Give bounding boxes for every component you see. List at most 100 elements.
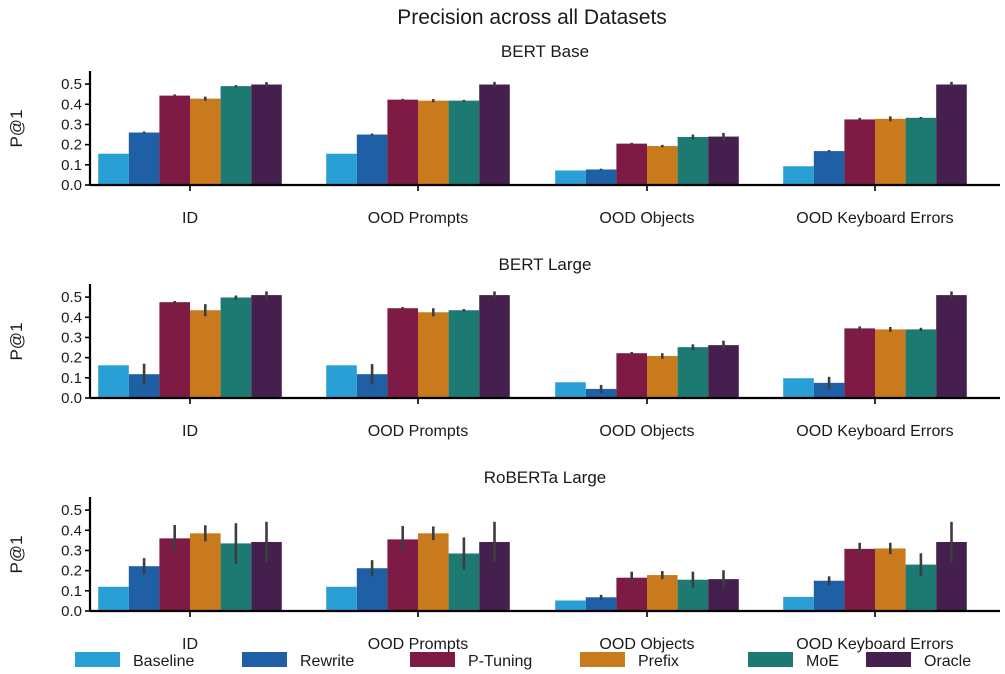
bar-oracle [708, 136, 739, 185]
bar-moe [448, 310, 480, 398]
bar-p-tuning [387, 99, 418, 185]
category-label: OOD Objects [599, 210, 694, 227]
bar-prefix [875, 548, 906, 611]
bar-prefix [875, 329, 906, 398]
panel-title: RoBERTa Large [484, 468, 607, 487]
y-tick-label: 0.0 [61, 390, 82, 407]
legend-label-p-tuning: P-Tuning [468, 653, 532, 670]
y-tick-label: 0.0 [61, 603, 82, 620]
bar-rewrite [585, 388, 617, 398]
bar-rewrite [128, 374, 160, 398]
bar-oracle [251, 295, 282, 398]
y-tick-label: 0.2 [61, 137, 82, 154]
legend-swatch-moe [748, 652, 793, 667]
bar-moe [677, 136, 709, 185]
bar-p-tuning [844, 119, 875, 185]
legend-label-prefix: Prefix [638, 653, 679, 670]
panel-title: BERT Large [499, 255, 592, 274]
bar-p-tuning [616, 143, 647, 185]
y-tick-label: 0.1 [61, 370, 82, 387]
bar-moe [905, 329, 937, 398]
bar-moe [677, 347, 709, 398]
y-tick-label: 0.3 [61, 116, 82, 133]
bar-baseline [98, 365, 129, 398]
y-tick-label: 0.3 [61, 329, 82, 346]
bar-p-tuning [616, 353, 647, 398]
bar-oracle [936, 295, 967, 398]
bar-moe [220, 86, 252, 185]
bar-rewrite [585, 597, 617, 611]
bar-p-tuning [159, 95, 190, 185]
bar-oracle [251, 84, 282, 185]
category-label: OOD Keyboard Errors [796, 423, 953, 440]
bar-prefix [418, 533, 449, 611]
bar-rewrite [356, 134, 388, 185]
legend-label-baseline: Baseline [133, 653, 194, 670]
bar-baseline [783, 596, 814, 611]
category-label: ID [182, 210, 198, 227]
legend-swatch-baseline [75, 652, 120, 667]
bar-oracle [479, 295, 510, 398]
y-axis-label: P@1 [7, 322, 26, 360]
bar-oracle [708, 345, 739, 398]
bar-rewrite [128, 132, 160, 185]
category-label: OOD Prompts [368, 210, 468, 227]
bar-p-tuning [159, 302, 190, 398]
bar-baseline [555, 600, 586, 611]
bar-baseline [783, 166, 814, 185]
y-tick-label: 0.4 [61, 522, 82, 539]
category-label: OOD Objects [599, 423, 694, 440]
legend-label-rewrite: Rewrite [300, 653, 354, 670]
bar-oracle [479, 84, 510, 185]
bar-prefix [418, 100, 449, 185]
y-tick-label: 0.3 [61, 542, 82, 559]
chart-title: Precision across all Datasets [397, 6, 667, 29]
bar-p-tuning [844, 328, 875, 398]
bar-prefix [190, 533, 221, 611]
bar-oracle [936, 84, 967, 185]
y-tick-label: 0.1 [61, 157, 82, 174]
bar-moe [905, 117, 937, 185]
bar-rewrite [813, 151, 845, 185]
bar-p-tuning [844, 548, 875, 611]
legend-swatch-rewrite [242, 652, 287, 667]
category-label: OOD Prompts [368, 636, 468, 653]
bar-prefix [875, 118, 906, 185]
bar-baseline [326, 365, 357, 398]
legend-label-moe: MoE [806, 653, 839, 670]
bar-baseline [555, 170, 586, 185]
y-tick-label: 0.2 [61, 350, 82, 367]
category-label: OOD Objects [599, 636, 694, 653]
y-axis-label: P@1 [7, 109, 26, 147]
bar-rewrite [585, 169, 617, 185]
category-label: ID [182, 423, 198, 440]
legend-swatch-prefix [580, 652, 625, 667]
legend-swatch-oracle [866, 652, 911, 667]
y-tick-label: 0.5 [61, 289, 82, 306]
bar-baseline [326, 586, 357, 611]
y-tick-label: 0.1 [61, 583, 82, 600]
panel-title: BERT Base [501, 42, 589, 61]
bar-rewrite [813, 580, 845, 611]
category-label: OOD Keyboard Errors [796, 636, 953, 653]
bar-baseline [326, 153, 357, 185]
bar-prefix [418, 312, 449, 398]
legend-swatch-p-tuning [410, 652, 455, 667]
bar-prefix [647, 146, 678, 185]
bar-moe [448, 100, 480, 185]
bar-prefix [647, 356, 678, 398]
y-tick-label: 0.0 [61, 177, 82, 194]
legend-label-oracle: Oracle [924, 653, 971, 670]
y-tick-label: 0.5 [61, 76, 82, 93]
bar-prefix [190, 310, 221, 398]
y-axis-label: P@1 [7, 535, 26, 573]
bar-prefix [190, 98, 221, 185]
category-label: ID [182, 636, 198, 653]
bar-baseline [555, 382, 586, 398]
bar-baseline [783, 378, 814, 398]
category-label: OOD Prompts [368, 423, 468, 440]
bar-rewrite [813, 382, 845, 398]
y-tick-label: 0.4 [61, 309, 82, 326]
bar-p-tuning [387, 308, 418, 398]
bar-baseline [98, 586, 129, 611]
